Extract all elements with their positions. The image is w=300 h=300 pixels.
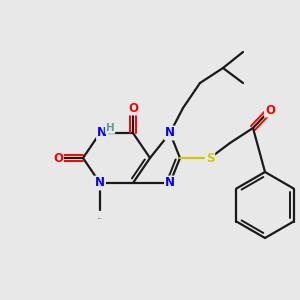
Text: methyl: methyl bbox=[98, 218, 102, 219]
Text: O: O bbox=[53, 152, 63, 164]
Text: O: O bbox=[128, 101, 138, 115]
Text: N: N bbox=[165, 127, 175, 140]
Text: H: H bbox=[106, 123, 114, 133]
Text: N: N bbox=[97, 127, 107, 140]
Text: S: S bbox=[206, 152, 214, 164]
Text: N: N bbox=[165, 176, 175, 190]
Text: O: O bbox=[265, 103, 275, 116]
Text: N: N bbox=[95, 176, 105, 190]
